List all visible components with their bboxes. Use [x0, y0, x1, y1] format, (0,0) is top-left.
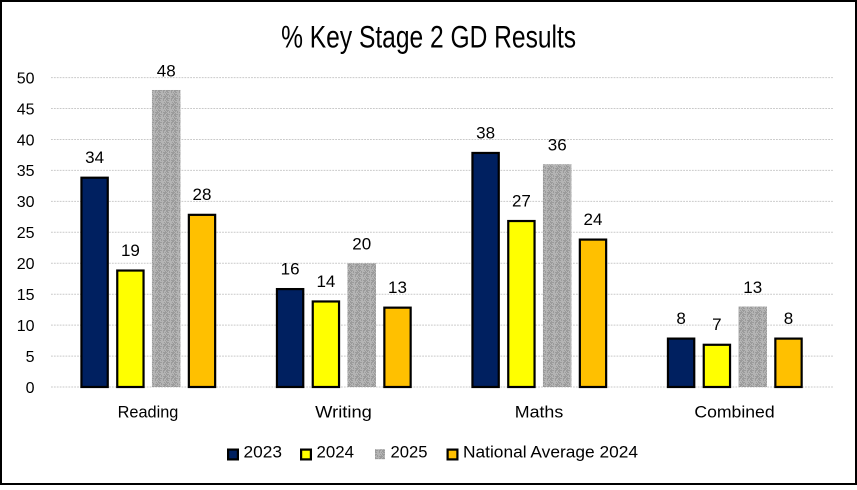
svg-text:2023: 2023 [244, 442, 283, 461]
svg-text:25: 25 [17, 225, 35, 242]
svg-text:38: 38 [476, 123, 495, 142]
svg-text:5: 5 [26, 349, 35, 366]
svg-text:50: 50 [17, 70, 35, 87]
svg-text:40: 40 [17, 132, 35, 149]
svg-text:Combined: Combined [694, 403, 774, 422]
svg-text:8: 8 [784, 309, 793, 328]
svg-text:10: 10 [17, 318, 35, 335]
svg-text:13: 13 [388, 278, 407, 297]
svg-text:27: 27 [512, 191, 531, 210]
svg-text:13: 13 [743, 278, 762, 297]
svg-text:% Key Stage 2 GD Results: % Key Stage 2 GD Results [281, 18, 576, 54]
svg-text:16: 16 [281, 259, 300, 278]
svg-text:19: 19 [121, 241, 140, 260]
svg-text:20: 20 [17, 256, 35, 273]
svg-text:24: 24 [584, 210, 603, 229]
svg-text:15: 15 [17, 287, 35, 304]
svg-text:35: 35 [17, 163, 35, 180]
svg-text:36: 36 [548, 136, 567, 155]
svg-text:45: 45 [17, 101, 35, 118]
svg-text:0: 0 [26, 380, 35, 397]
svg-text:Writing: Writing [315, 403, 372, 422]
svg-text:28: 28 [193, 185, 212, 204]
svg-text:48: 48 [157, 61, 176, 80]
svg-text:2025: 2025 [391, 442, 428, 461]
svg-text:30: 30 [17, 194, 35, 211]
svg-text:2024: 2024 [317, 442, 355, 461]
svg-text:20: 20 [352, 235, 371, 254]
svg-text:Reading: Reading [118, 403, 179, 422]
svg-text:8: 8 [676, 309, 685, 328]
svg-text:National Average 2024: National Average 2024 [463, 442, 638, 461]
svg-text:14: 14 [316, 272, 335, 291]
svg-text:34: 34 [85, 148, 104, 167]
svg-text:7: 7 [712, 315, 721, 334]
svg-text:Maths: Maths [515, 403, 564, 422]
